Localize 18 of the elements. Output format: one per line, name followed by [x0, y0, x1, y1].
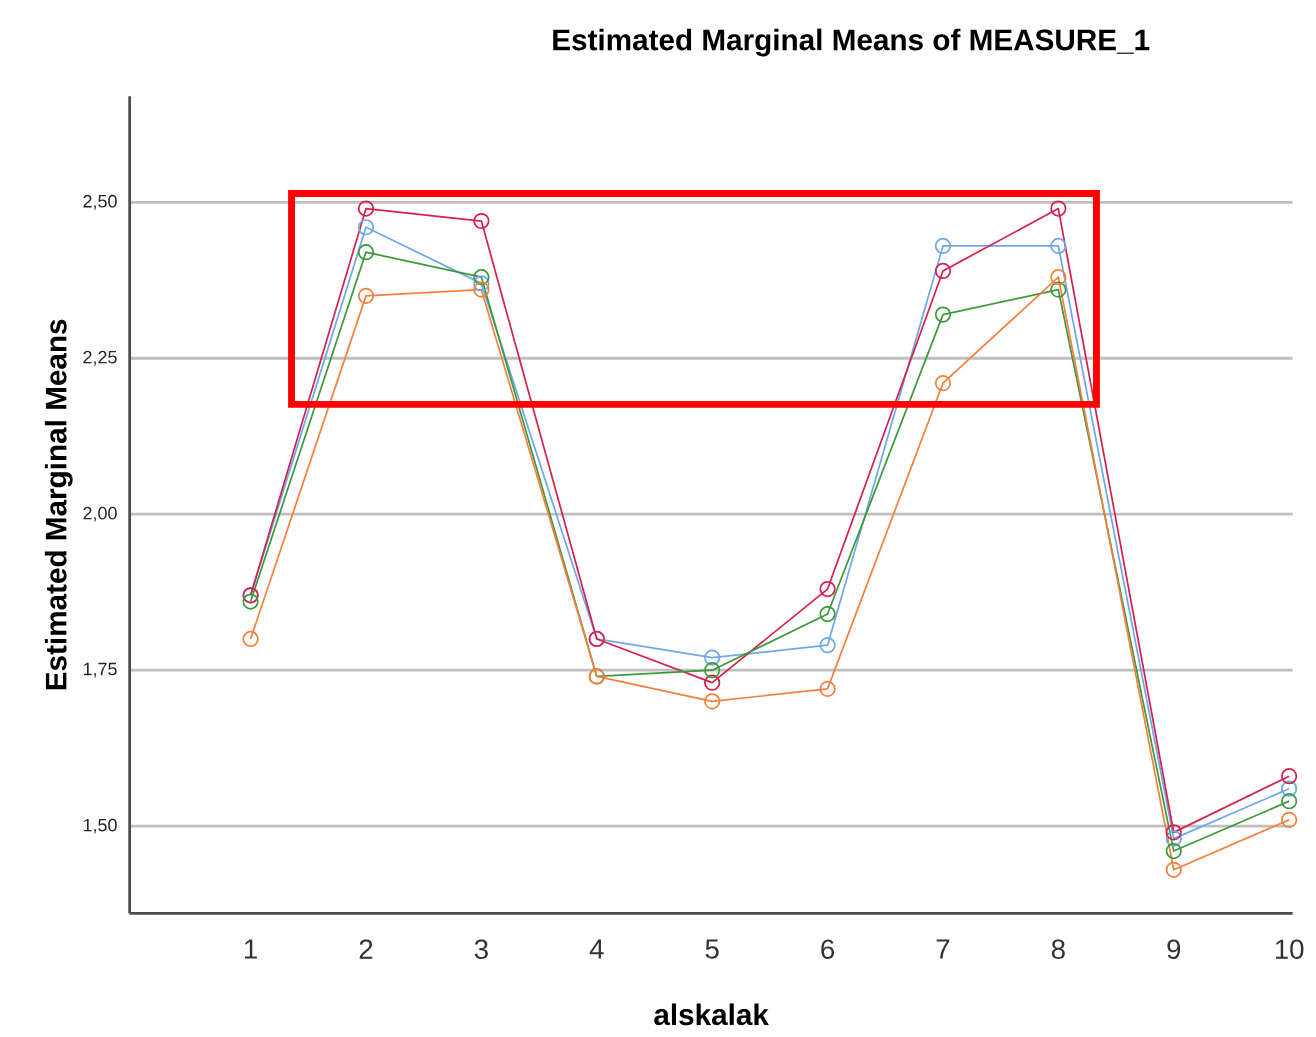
x-tick-label: 6: [821, 939, 835, 960]
x-tick-label: 10: [1275, 939, 1304, 960]
y-tick-label: 2,25: [83, 350, 117, 366]
x-tick-label: 9: [1167, 939, 1181, 960]
x-tick-label: 4: [589, 939, 604, 959]
x-tick-label: 3: [474, 939, 488, 960]
y-axis-title: Estimated Marginal Means: [44, 319, 73, 690]
x-tick-label: 7: [936, 939, 950, 959]
x-tick-label: 2: [359, 939, 373, 959]
y-tick-label: 2,00: [83, 506, 117, 522]
x-axis-title: alskalak: [654, 1003, 769, 1026]
y-tick-label: 1,75: [83, 662, 117, 678]
x-tick-label: 5: [705, 939, 719, 959]
x-tick-label: 1: [245, 939, 257, 959]
chart-title: Estimated Marginal Means of MEASURE_1: [553, 28, 1150, 57]
y-tick-label: 1,50: [83, 818, 117, 834]
x-tick-label: 8: [1051, 939, 1065, 960]
y-tick-label: 2,50: [83, 194, 117, 210]
